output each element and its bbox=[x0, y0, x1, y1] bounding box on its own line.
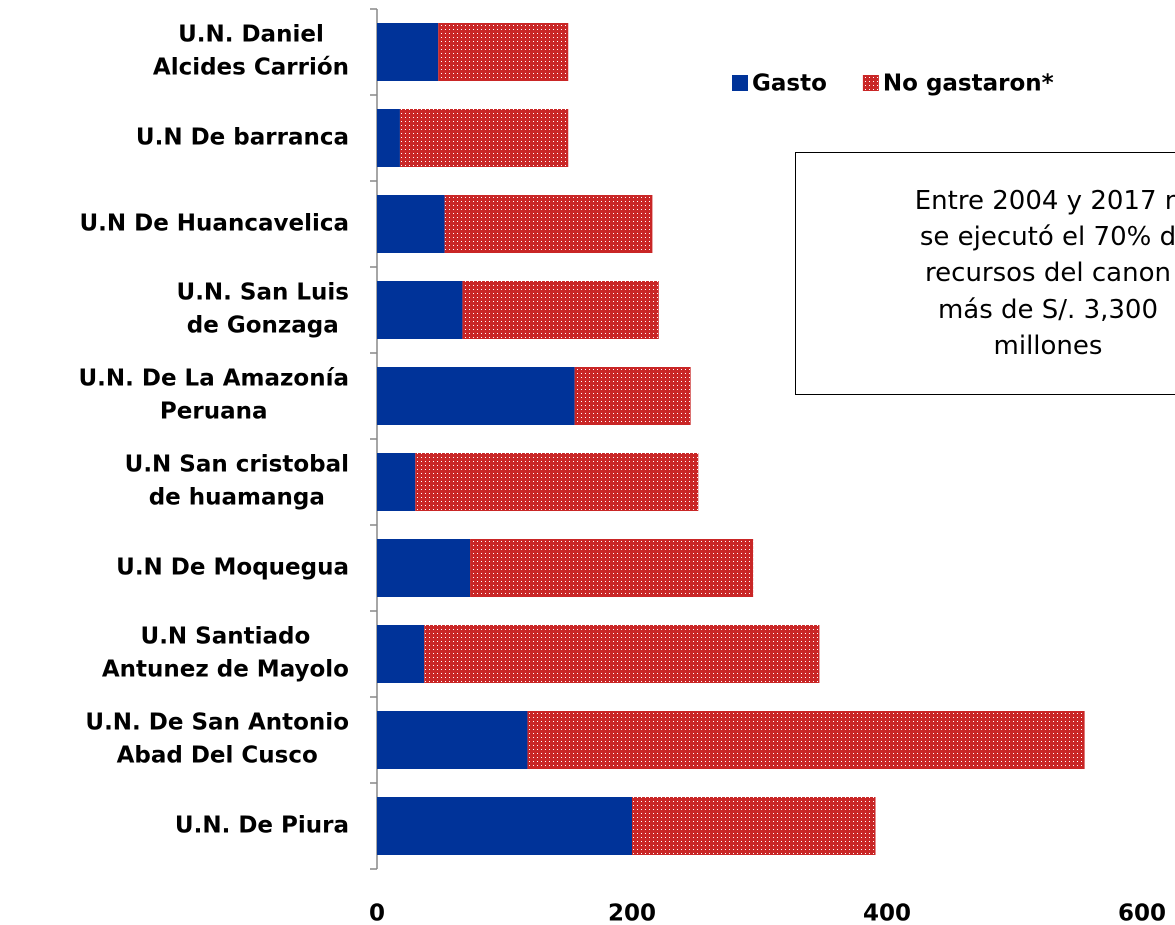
legend-label: Gasto bbox=[752, 71, 827, 97]
category-label: U.N De Huancavelica bbox=[79, 210, 349, 237]
legend-swatch bbox=[862, 75, 879, 91]
bar-segment bbox=[632, 797, 876, 855]
category-label: U.N De barranca bbox=[135, 124, 349, 151]
category-label: U.N. San Luis de Gonzaga bbox=[176, 279, 349, 339]
x-tick-label: 200 bbox=[608, 901, 656, 925]
legend-swatch bbox=[732, 75, 748, 91]
bar-segment bbox=[377, 195, 445, 253]
legend-label: No gastaron* bbox=[883, 71, 1054, 97]
category-label: U.N. De San Antonio Abad Del Cusco bbox=[85, 709, 349, 769]
bar-segment bbox=[399, 109, 569, 167]
bar-segment bbox=[415, 453, 699, 511]
bar-segment bbox=[438, 23, 569, 81]
bar-segment bbox=[377, 625, 425, 683]
x-tick-label: 600 bbox=[1118, 901, 1166, 925]
x-tick-label: 0 bbox=[369, 901, 385, 925]
bar-segment bbox=[377, 109, 400, 167]
bar-segment bbox=[377, 539, 471, 597]
category-label: U.N. Daniel Alcides Carrión bbox=[152, 21, 349, 81]
bar-segment bbox=[377, 711, 528, 769]
category-label: U.N San cristobal de huamanga bbox=[124, 451, 349, 511]
bar-segment bbox=[377, 453, 416, 511]
category-label: U.N Santiado Antunez de Mayolo bbox=[101, 623, 349, 683]
bar-segment bbox=[462, 281, 659, 339]
annotation: Entre 2004 y 2017 n se ejecutó el 70% d … bbox=[795, 152, 1175, 395]
bar-segment bbox=[444, 195, 653, 253]
bar-segment bbox=[574, 367, 691, 425]
bar-segment bbox=[470, 539, 754, 597]
category-label: U.N. De Piura bbox=[174, 812, 349, 839]
bar-segment bbox=[527, 711, 1085, 769]
bar-segment bbox=[377, 797, 632, 855]
category-label: U.N De Moquegua bbox=[116, 554, 349, 581]
bar-segment bbox=[377, 367, 575, 425]
bar-segment bbox=[424, 625, 820, 683]
bar-segment bbox=[377, 281, 463, 339]
bar-segment bbox=[377, 23, 439, 81]
category-label: U.N. De La Amazonía Peruana bbox=[78, 365, 349, 425]
x-tick-label: 400 bbox=[863, 901, 911, 925]
